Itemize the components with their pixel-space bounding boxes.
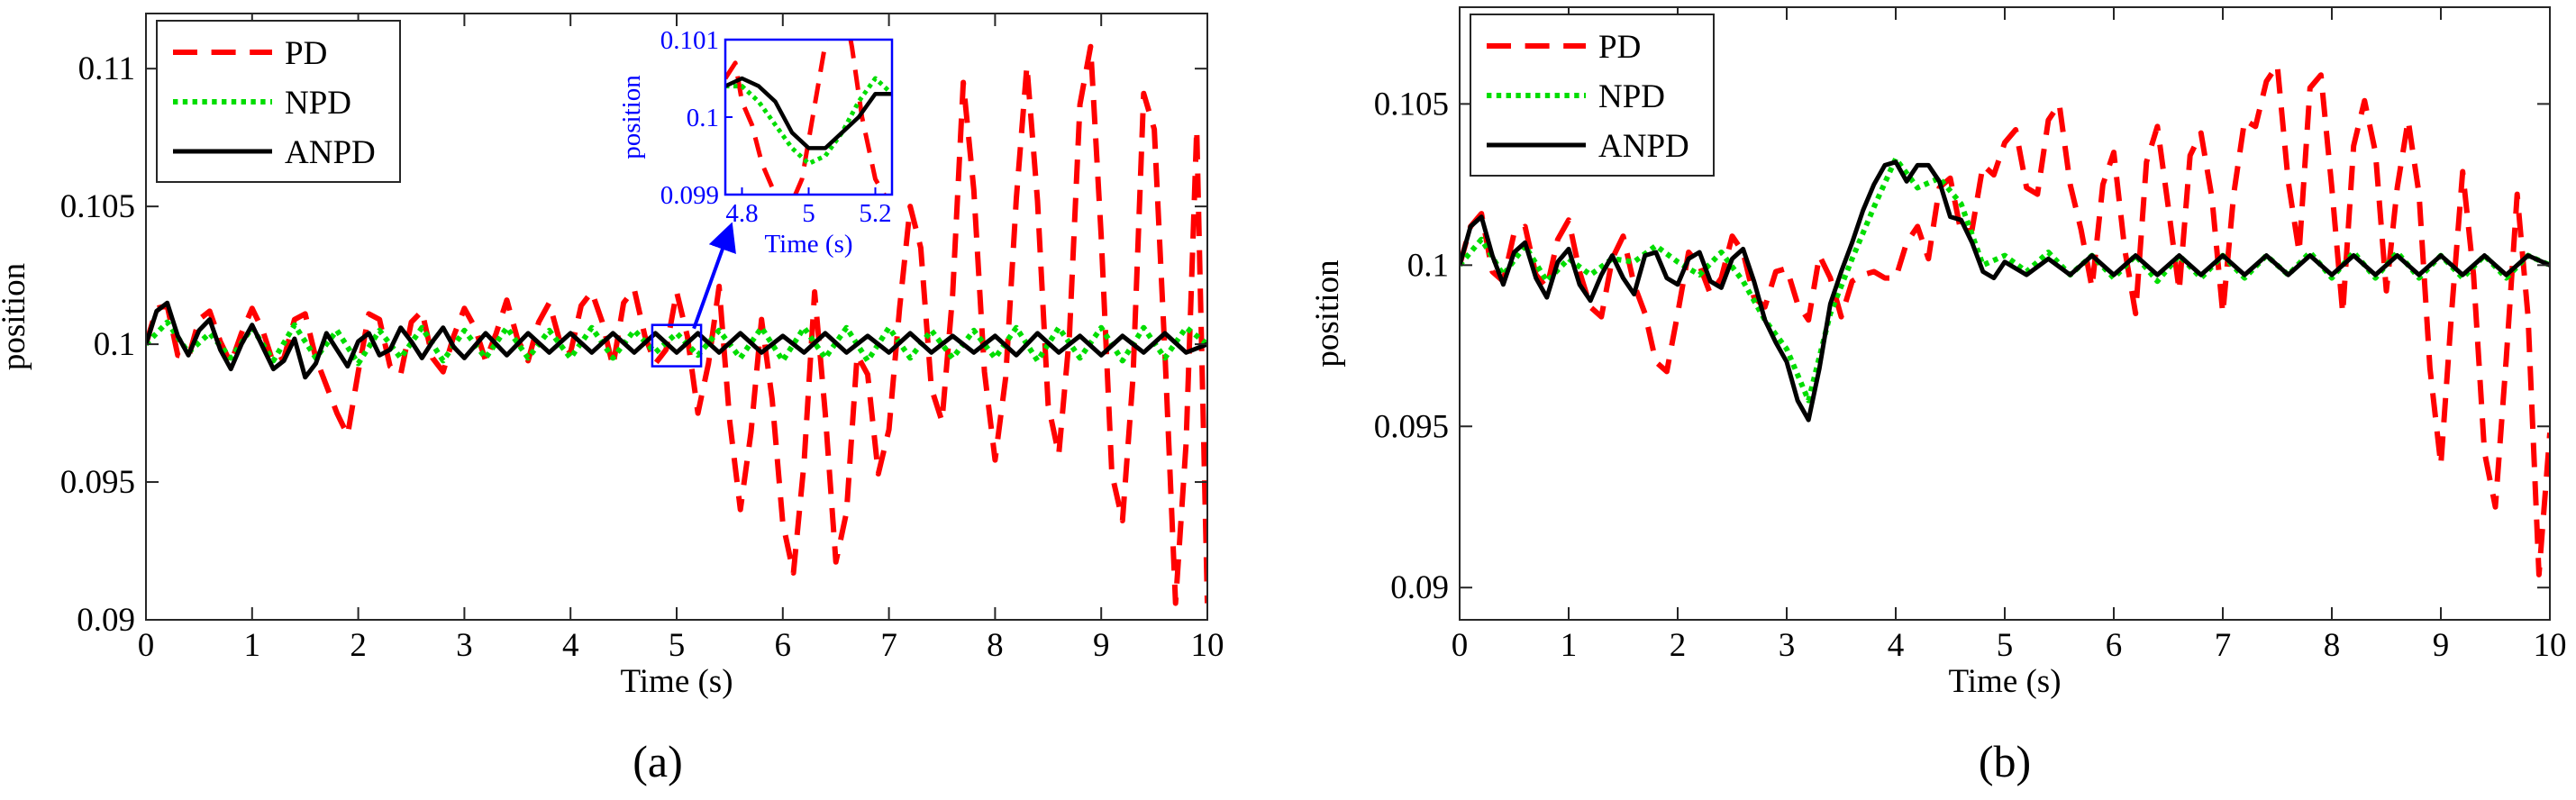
inset-line-npd [725, 76, 892, 167]
x-tick-label-b: 8 [2324, 627, 2341, 664]
x-tick-label-b: 1 [1561, 627, 1578, 664]
legend-label-anpd-b: ANPD [1598, 128, 1689, 165]
x-tick-label-a: 0 [138, 627, 155, 664]
inset-x-tick-label: 5.2 [859, 199, 891, 228]
y-tick-label-a: 0.095 [60, 464, 135, 501]
x-tick-label-b: 10 [2534, 627, 2567, 664]
legend-label-pd-a: PD [285, 35, 327, 72]
y-tick-label-b: 0.1 [1407, 247, 1449, 284]
series-group-a [146, 43, 1207, 606]
x-tick-label-b: 5 [1997, 627, 2014, 664]
y-axis-label-b: position [1309, 259, 1346, 367]
legend-label-npd-a: NPD [285, 85, 351, 122]
panel-label-b: (b) [1979, 736, 2031, 786]
x-tick-label-a: 2 [350, 627, 367, 664]
legend-label-npd-b: NPD [1598, 78, 1665, 115]
inset-y-tick-label: 0.1 [687, 104, 719, 132]
inset-series-group [725, 40, 892, 195]
panel-b: 0 1 2 3 4 5 6 7 8 9 10 0.09 0.095 0.1 0.105 Time (s) pos… [1309, 6, 2567, 700]
inset-x-axis-label: Time (s) [764, 230, 852, 259]
x-tick-label-a: 7 [880, 627, 897, 664]
series-line-pd-a [146, 43, 1207, 606]
legend-label-anpd-a: ANPD [285, 134, 376, 171]
x-tick-label-b: 7 [2215, 627, 2232, 664]
inset-y-tick-label: 0.101 [660, 26, 719, 55]
x-tick-label-b: 9 [2433, 627, 2450, 664]
y-tick-label-b: 0.105 [1374, 86, 1449, 123]
x-tick-label-a: 1 [244, 627, 261, 664]
series-line-anpd-b [1460, 159, 2550, 423]
y-tick-label-b: 0.09 [1390, 569, 1449, 606]
zoom-box [651, 323, 703, 368]
inset-y-axis-label: position [617, 75, 646, 159]
y-tick-label-b: 0.095 [1374, 408, 1449, 445]
x-tick-label-b: 0 [1452, 627, 1469, 664]
x-tick-label-b: 6 [2106, 627, 2123, 664]
x-axis-label-b: Time (s) [1948, 663, 2061, 700]
zoom-arrow [692, 222, 736, 330]
y-tick-label-a: 0.1 [94, 326, 135, 363]
inset-x-tick-label: 5 [802, 199, 815, 228]
x-tick-label-b: 4 [1888, 627, 1905, 664]
x-tick-label-a: 8 [987, 627, 1004, 664]
x-tick-label-a: 6 [775, 627, 792, 664]
panel-label-a: (a) [633, 736, 683, 786]
series-line-anpd-a [146, 300, 1207, 380]
panel-a: 0 1 2 3 4 5 6 7 8 9 10 0.09 0.095 0.1 0.105 0.11 Time (s… [0, 13, 1224, 700]
x-tick-label-b: 2 [1670, 627, 1687, 664]
x-tick-label-a: 9 [1093, 627, 1110, 664]
x-tick-label-a: 3 [456, 627, 473, 664]
legend-label-pd-b: PD [1598, 29, 1641, 66]
inset-y-tick-label: 0.099 [660, 181, 719, 210]
inset-a: 4.8 5 5.2 0.099 0.1 0.101 Time (s) position [617, 26, 894, 368]
series-line-pd-b [1460, 62, 2550, 577]
series-line-npd-a [146, 319, 1207, 367]
y-tick-label-a: 0.11 [78, 50, 135, 87]
x-tick-label-a: 5 [669, 627, 686, 664]
x-tick-label-a: 10 [1191, 627, 1224, 664]
x-axis-label-a: Time (s) [620, 663, 733, 700]
series-group-b [1460, 62, 2550, 577]
inset-line-pd [725, 40, 887, 195]
inset-x-tick-label: 4.8 [725, 199, 758, 228]
x-tick-label-a: 4 [562, 627, 579, 664]
y-axis-label-a: position [0, 263, 32, 370]
y-tick-label-a: 0.09 [77, 602, 135, 639]
y-tick-label-a: 0.105 [60, 188, 135, 225]
inset-line-anpd [725, 76, 892, 150]
x-tick-label-b: 3 [1779, 627, 1796, 664]
